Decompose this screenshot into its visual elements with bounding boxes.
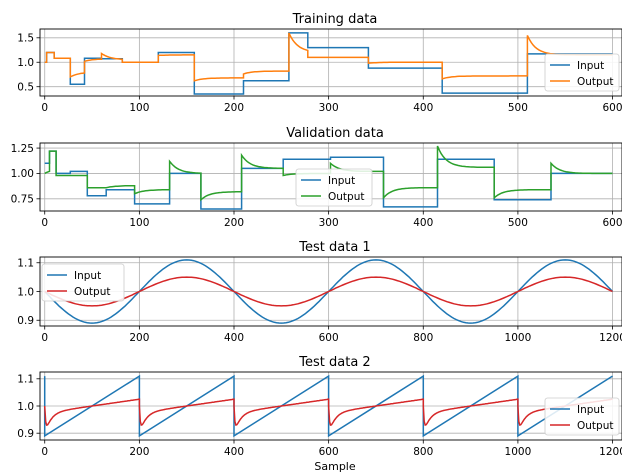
y-tick-label: 0.9 [17,315,34,327]
x-tick-label: 0 [41,332,48,344]
x-axis-label: Sample [314,460,355,472]
x-tick-label: 100 [129,102,149,114]
legend-label: Input [577,60,604,72]
y-tick-label: 0.75 [11,194,34,206]
legend: Input Output [544,397,620,436]
x-tick-label: 600 [319,332,339,344]
x-tick-label: 1000 [505,332,532,344]
y-tick-label: 1.1 [17,258,34,270]
panel-title: Test data 1 [298,240,370,255]
x-tick-label: 400 [413,217,433,229]
x-tick-label: 300 [319,217,339,229]
y-tick-label: 1.0 [17,286,34,298]
x-tick-label: 500 [508,102,528,114]
x-tick-label: 800 [413,332,433,344]
legend-label: Output [577,76,613,88]
y-tick-label: 0.9 [17,428,34,440]
series-line-input [43,374,613,438]
y-tick-label: 1.5 [17,33,34,45]
series-line-output [44,276,613,307]
y-tick-label: 1.0 [17,57,34,69]
x-tick-label: 0 [41,102,48,114]
x-tick-label: 500 [508,217,528,229]
x-tick-label: 400 [224,332,244,344]
legend-label: Input [74,270,101,282]
legend: Input Output [295,168,373,207]
series-line-output [43,398,613,427]
training-data-panel: Training data 0 100 200 300 400 500 600 0.5 1.0 1… [17,12,622,114]
x-tick-label: 200 [224,102,244,114]
legend-label: Output [74,286,110,298]
x-tick-label: 200 [129,332,149,344]
x-tick-label: 600 [319,446,339,458]
legend-label: Output [328,191,364,203]
y-tick-label: 1.1 [17,374,34,386]
y-tick-label: 1.0 [17,401,34,413]
x-tick-label: 800 [413,446,433,458]
panel-title: Training data [292,12,378,27]
x-tick-label: 600 [603,102,622,114]
legend: Input Output [41,263,125,302]
x-tick-label: 300 [319,102,339,114]
x-tick-label: 200 [224,217,244,229]
y-tick-label: 0.5 [17,82,34,94]
x-tick-label: 600 [603,217,622,229]
x-tick-label: 100 [129,217,149,229]
y-tick-label: 1.00 [11,168,34,180]
x-tick-label: 400 [413,102,433,114]
axes-frame [39,142,622,212]
panel-title: Validation data [286,126,384,141]
y-tick-label: 1.25 [11,143,34,155]
x-tick-label: 0 [41,217,48,229]
legend-label: Input [328,175,355,187]
validation-data-panel: Validation data 0 100 200 300 400 500 600 0.75 1… [11,126,622,229]
legend: Input Output [544,53,620,92]
x-tick-label: 200 [129,446,149,458]
series-line-output [44,32,613,82]
legend-label: Output [577,420,613,432]
x-tick-label: 1000 [505,446,532,458]
legend-label: Input [577,404,604,416]
x-tick-label: 0 [41,446,48,458]
panel-title: Test data 2 [298,355,370,370]
x-tick-label: 400 [224,446,244,458]
